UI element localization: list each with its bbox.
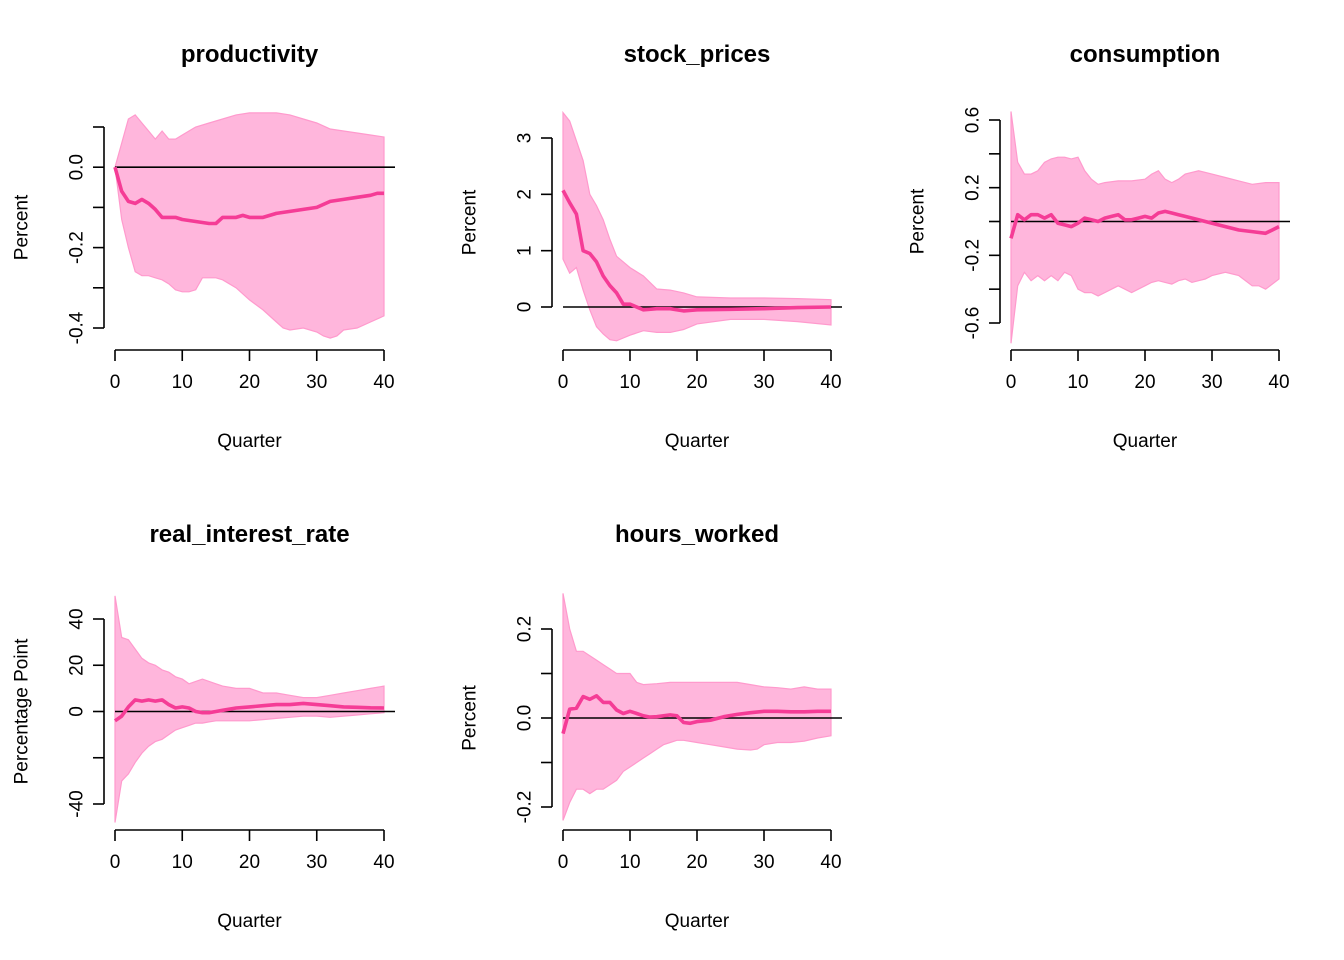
y-tick-label: -40 bbox=[67, 790, 88, 817]
x-tick-label: 10 bbox=[172, 372, 193, 393]
panel-productivity: 0 10 20 30 40 -0.4 -0.2 0.0 productivity Quarter P… bbox=[12, 41, 395, 452]
x-tick-label: 30 bbox=[753, 372, 774, 393]
y-axis-label: Percentage Point bbox=[12, 638, 33, 784]
x-tick-label: 30 bbox=[1201, 372, 1222, 393]
panel-consumption: 0 10 20 30 40 -0.6 -0.2 0.2 0.6 consumption Quarte… bbox=[908, 41, 1290, 452]
x-tick-label: 0 bbox=[558, 852, 569, 873]
impulse-response-line bbox=[1009, 209, 1280, 239]
confidence-band bbox=[114, 112, 385, 339]
x-axis-label: Quarter bbox=[665, 911, 730, 932]
x-axis-label: Quarter bbox=[1113, 431, 1178, 452]
y-tick-label: -0.2 bbox=[963, 239, 984, 272]
y-tick-label: -0.4 bbox=[67, 311, 88, 344]
x-tick-label: 30 bbox=[306, 852, 327, 873]
confidence-band bbox=[562, 593, 832, 821]
x-tick-label: 20 bbox=[239, 372, 260, 393]
impulse-response-line bbox=[113, 698, 385, 723]
x-tick-label: 0 bbox=[558, 372, 569, 393]
x-tick-label: 10 bbox=[619, 372, 640, 393]
x-tick-label: 10 bbox=[172, 852, 193, 873]
y-tick-label: 2 bbox=[515, 189, 536, 200]
panel-title: productivity bbox=[181, 41, 319, 68]
y-axis-label: Percent bbox=[460, 685, 481, 751]
x-tick-label: 20 bbox=[686, 372, 707, 393]
x-axis-label: Quarter bbox=[217, 431, 282, 452]
y-tick-label: -0.2 bbox=[67, 231, 88, 264]
y-tick-label: 20 bbox=[67, 655, 88, 676]
confidence-band bbox=[114, 595, 385, 823]
x-tick-label: 40 bbox=[820, 852, 841, 873]
x-tick-label: 30 bbox=[753, 852, 774, 873]
x-tick-label: 40 bbox=[373, 852, 394, 873]
y-axis-label: Percent bbox=[12, 194, 33, 260]
x-tick-label: 40 bbox=[373, 372, 394, 393]
y-tick-label: 0.2 bbox=[515, 616, 536, 642]
panel-real-interest-rate: 0 10 20 30 40 -40 0 20 40 real_interest_rate Quart… bbox=[12, 521, 395, 932]
panel-title: consumption bbox=[1070, 41, 1221, 68]
y-tick-label: -0.6 bbox=[963, 307, 984, 340]
y-tick-label: 40 bbox=[67, 608, 88, 629]
y-axis-label: Percent bbox=[908, 188, 929, 254]
x-tick-label: 0 bbox=[1006, 372, 1017, 393]
x-tick-label: 10 bbox=[619, 852, 640, 873]
x-tick-label: 0 bbox=[110, 852, 121, 873]
panel-title: hours_worked bbox=[615, 521, 779, 548]
confidence-band bbox=[1010, 111, 1280, 344]
confidence-band bbox=[562, 110, 832, 342]
x-axis-label: Quarter bbox=[217, 911, 282, 932]
panel-hours-worked: 0 10 20 30 40 -0.2 0.0 0.2 hours_worked Quarter Pe… bbox=[460, 521, 842, 932]
x-tick-label: 20 bbox=[1134, 372, 1155, 393]
x-tick-label: 40 bbox=[820, 372, 841, 393]
y-tick-label: 0.0 bbox=[515, 705, 536, 731]
x-tick-label: 20 bbox=[239, 852, 260, 873]
panel-title: stock_prices bbox=[624, 41, 771, 68]
y-tick-label: 0.6 bbox=[963, 107, 984, 133]
y-tick-label: -0.2 bbox=[515, 791, 536, 824]
impulse-response-line bbox=[561, 189, 832, 313]
y-tick-label: 0.2 bbox=[963, 174, 984, 200]
x-tick-label: 30 bbox=[306, 372, 327, 393]
y-tick-label: 0 bbox=[67, 706, 88, 717]
x-tick-label: 40 bbox=[1268, 372, 1289, 393]
x-tick-label: 0 bbox=[110, 372, 121, 393]
y-tick-label: 1 bbox=[515, 245, 536, 256]
panel-stock-prices: 0 10 20 30 40 0 1 2 3 stock_prices Quarter Percent bbox=[460, 41, 842, 452]
x-tick-label: 20 bbox=[686, 852, 707, 873]
panel-title: real_interest_rate bbox=[149, 521, 349, 548]
impulse-response-line bbox=[113, 166, 384, 226]
y-axis-label: Percent bbox=[460, 189, 481, 255]
y-tick-label: 0 bbox=[515, 302, 536, 313]
x-axis-label: Quarter bbox=[665, 431, 730, 452]
y-tick-label: 0.0 bbox=[67, 154, 88, 180]
x-tick-label: 10 bbox=[1067, 372, 1088, 393]
y-tick-label: 3 bbox=[515, 133, 536, 144]
impulse-response-line bbox=[561, 693, 831, 735]
